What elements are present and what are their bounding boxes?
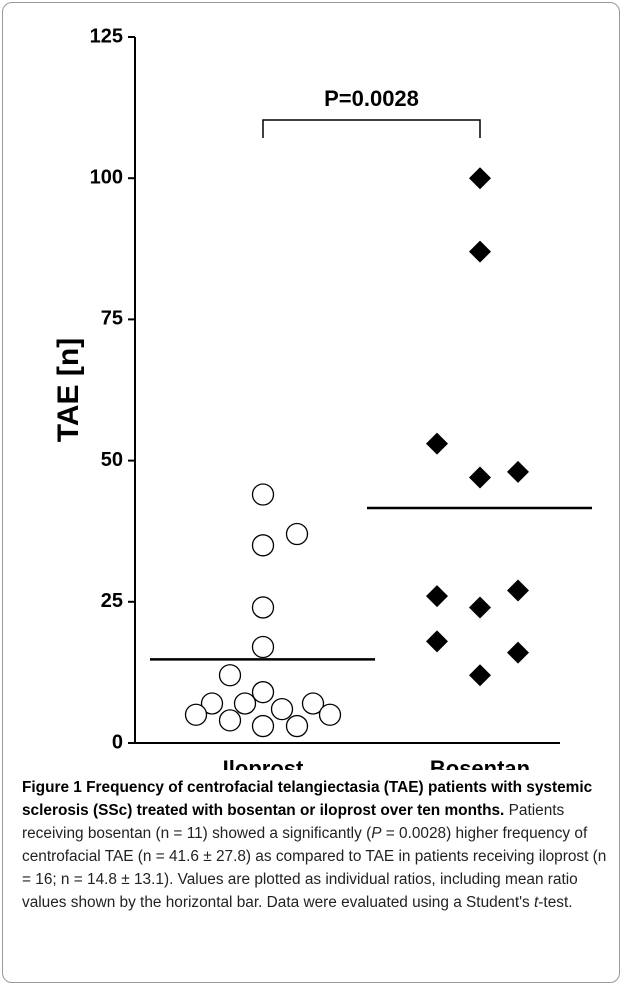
data-point	[507, 641, 529, 664]
data-point	[285, 522, 309, 546]
y-tick-label: 75	[101, 308, 123, 330]
data-point	[507, 460, 529, 483]
caption-run: t	[534, 894, 539, 911]
data-point	[469, 664, 491, 687]
y-tick-label: 125	[90, 25, 123, 47]
data-point	[251, 635, 275, 659]
y-tick-label: 100	[90, 166, 123, 188]
caption-run: -test.	[538, 894, 573, 911]
caption-run: = 0.0028) higher frequency of centrofaci…	[22, 825, 607, 911]
caption-run: Patients receiving bosentan (n = 11) sho…	[22, 802, 565, 842]
data-point	[218, 709, 242, 732]
data-point	[469, 240, 491, 263]
data-point	[301, 692, 325, 715]
data-point	[251, 714, 275, 738]
x-tick-label: Bosentan	[430, 756, 530, 770]
data-point	[426, 630, 448, 653]
y-tick-label: 0	[112, 731, 123, 753]
data-point	[318, 703, 342, 726]
y-axis-label: TAE [n]	[52, 338, 85, 442]
data-point	[184, 703, 208, 726]
data-point	[218, 664, 242, 687]
caption-run: Figure 1 Frequency of centrofacial telan…	[22, 779, 593, 819]
data-point	[469, 596, 491, 619]
data-point	[469, 167, 491, 190]
caption-run: P	[371, 825, 382, 842]
data-point	[251, 596, 275, 619]
y-tick-label: 50	[101, 449, 123, 471]
data-point	[251, 681, 275, 704]
data-point	[285, 714, 309, 738]
x-tick-label: Iloprost	[223, 756, 304, 770]
data-point	[200, 692, 224, 715]
significance-bracket	[262, 119, 481, 138]
chart: TAE [n] 0 25 50 75 100 125 Iloprost Bosentan P=0…	[52, 25, 592, 770]
data-point	[270, 697, 294, 721]
data-point	[233, 692, 257, 715]
data-point	[426, 585, 448, 608]
data-point	[251, 534, 275, 557]
data-point	[251, 483, 275, 506]
data-point	[469, 466, 491, 489]
significance-label: P=0.0028	[324, 86, 419, 111]
data-point	[426, 432, 448, 455]
y-tick-label: 25	[101, 590, 123, 612]
data-point	[507, 579, 529, 602]
caption: Figure 1 Frequency of centrofacial telan…	[22, 776, 612, 914]
